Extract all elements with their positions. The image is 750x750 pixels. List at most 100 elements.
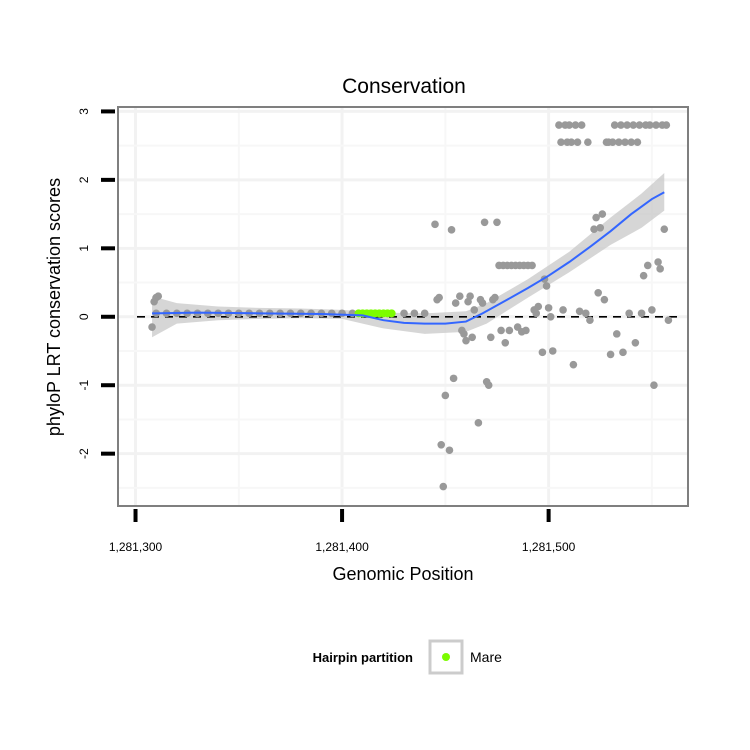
data-point <box>664 316 673 324</box>
data-point <box>660 225 669 233</box>
data-point <box>654 258 662 266</box>
data-point <box>635 121 644 129</box>
legend-key-dot <box>442 653 450 661</box>
data-point <box>555 121 563 129</box>
data-point <box>629 121 638 129</box>
data-point <box>625 309 633 318</box>
data-point <box>590 225 598 233</box>
data-point <box>484 381 493 390</box>
data-point <box>491 293 499 302</box>
data-point <box>338 309 346 318</box>
data-point <box>648 306 656 314</box>
data-point <box>627 138 636 147</box>
data-point <box>445 446 454 455</box>
data-point <box>639 271 648 280</box>
data-point <box>451 299 460 307</box>
data-point <box>557 138 565 147</box>
data-point <box>460 330 468 338</box>
data-point <box>544 304 553 312</box>
data-point <box>594 289 602 297</box>
legend: Hairpin partition Mare <box>313 639 502 675</box>
data-point <box>592 213 600 222</box>
data-point <box>571 121 580 129</box>
data-point <box>559 306 567 314</box>
data-point <box>470 306 479 314</box>
data-point <box>528 261 536 270</box>
data-point <box>637 309 646 318</box>
data-point <box>441 391 450 400</box>
y-tick-label: -1 <box>77 380 91 391</box>
mature-point <box>387 309 396 318</box>
data-point <box>420 309 429 318</box>
y-tick-label: 2 <box>77 176 91 183</box>
data-point <box>596 223 605 232</box>
data-point <box>542 282 551 290</box>
data-point <box>621 138 629 147</box>
data-point <box>652 121 660 129</box>
data-point <box>538 348 547 357</box>
data-point <box>431 220 439 229</box>
data-point <box>656 265 664 273</box>
data-point <box>646 121 654 129</box>
data-point <box>617 121 625 129</box>
y-tick-label: 0 <box>77 313 91 320</box>
data-point <box>650 381 658 390</box>
data-point <box>474 419 483 427</box>
data-point <box>567 138 576 147</box>
data-point <box>610 121 619 129</box>
data-point <box>480 218 489 227</box>
data-point <box>466 292 474 301</box>
data-point <box>497 326 505 335</box>
data-point <box>573 138 582 147</box>
x-tick-label: 1,281,500 <box>522 540 576 554</box>
data-point <box>633 138 642 147</box>
x-tick-label: 1,281,300 <box>109 540 163 554</box>
data-point <box>449 374 458 383</box>
data-point <box>608 138 617 147</box>
data-point <box>501 338 510 347</box>
legend-title: Hairpin partition <box>313 650 413 665</box>
data-point <box>437 440 446 449</box>
data-point <box>462 336 470 345</box>
ci-ribbon <box>152 173 665 338</box>
data-point <box>154 292 163 301</box>
data-point <box>400 309 408 318</box>
y-tick-label: 3 <box>77 108 91 115</box>
data-point <box>447 226 456 234</box>
data-point <box>478 299 487 307</box>
data-points <box>148 121 673 491</box>
data-point <box>505 326 514 335</box>
legend-label-mature: Mare <box>470 649 502 665</box>
data-point <box>439 482 448 491</box>
data-point <box>435 293 443 302</box>
data-point <box>577 121 586 129</box>
data-point <box>598 210 607 218</box>
y-axis: -2 -1 0 1 2 3 <box>77 108 115 459</box>
data-point <box>584 138 592 147</box>
data-point <box>569 360 578 369</box>
data-point <box>410 309 419 318</box>
data-point <box>468 333 476 342</box>
data-point <box>532 309 541 318</box>
data-point <box>522 326 530 335</box>
data-point <box>631 338 640 347</box>
x-tick-label: 1,281,400 <box>315 540 369 554</box>
data-point <box>606 350 615 359</box>
y-tick-label: -2 <box>77 448 91 459</box>
data-point <box>615 138 623 147</box>
data-point <box>612 330 621 338</box>
data-point <box>546 312 555 321</box>
data-point <box>662 121 671 129</box>
data-point <box>586 316 594 324</box>
data-point <box>148 323 156 331</box>
data-point <box>581 309 590 318</box>
data-point <box>575 307 584 316</box>
x-axis: 1,281,300 1,281,400 1,281,500 <box>109 509 576 554</box>
data-point <box>600 295 609 304</box>
data-point <box>643 261 652 270</box>
y-tick-label: 1 <box>77 245 91 252</box>
data-point <box>486 333 495 342</box>
data-point <box>493 218 501 227</box>
data-point <box>456 292 464 301</box>
